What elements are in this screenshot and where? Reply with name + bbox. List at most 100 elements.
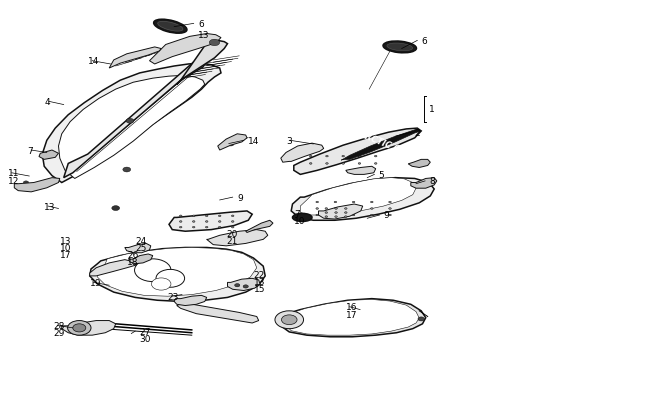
Circle shape	[389, 208, 391, 210]
Circle shape	[205, 227, 208, 228]
Circle shape	[231, 227, 234, 228]
Text: 22: 22	[254, 270, 265, 279]
Text: 20: 20	[226, 230, 238, 239]
Circle shape	[326, 156, 328, 158]
Circle shape	[344, 208, 347, 210]
Text: 13: 13	[60, 237, 72, 245]
Circle shape	[326, 163, 328, 165]
Circle shape	[334, 215, 337, 216]
Circle shape	[344, 212, 347, 214]
Circle shape	[334, 208, 337, 210]
Text: 9: 9	[384, 211, 389, 220]
Circle shape	[151, 278, 171, 290]
Text: 17: 17	[60, 250, 72, 259]
Circle shape	[352, 215, 355, 216]
Circle shape	[335, 216, 337, 218]
Circle shape	[389, 215, 391, 216]
Ellipse shape	[158, 22, 183, 32]
Polygon shape	[281, 144, 324, 163]
Circle shape	[325, 216, 328, 218]
Circle shape	[334, 202, 337, 203]
Text: 3: 3	[286, 136, 292, 145]
Polygon shape	[318, 205, 363, 220]
Text: ARCTIC CAT: ARCTIC CAT	[358, 130, 412, 158]
Polygon shape	[174, 296, 207, 306]
Polygon shape	[169, 211, 252, 232]
Circle shape	[243, 285, 248, 288]
Text: 30: 30	[140, 334, 151, 343]
Circle shape	[325, 212, 328, 214]
Polygon shape	[39, 151, 58, 160]
Text: 11: 11	[8, 169, 20, 178]
Circle shape	[342, 163, 345, 165]
Text: 23: 23	[168, 292, 179, 301]
Text: 13: 13	[198, 31, 210, 40]
Polygon shape	[207, 230, 268, 246]
Text: 12: 12	[8, 177, 20, 186]
Circle shape	[281, 315, 297, 325]
Text: 7: 7	[294, 209, 300, 218]
Circle shape	[335, 208, 337, 210]
Circle shape	[316, 215, 318, 216]
Circle shape	[227, 143, 234, 147]
Circle shape	[325, 208, 328, 210]
Text: 15: 15	[254, 284, 265, 293]
Circle shape	[179, 221, 182, 223]
Circle shape	[309, 163, 312, 165]
Polygon shape	[125, 244, 151, 253]
Polygon shape	[62, 321, 116, 335]
Text: 6: 6	[198, 20, 204, 29]
Text: 4: 4	[44, 98, 50, 107]
Text: 2: 2	[415, 128, 421, 137]
Text: 21: 21	[226, 237, 238, 245]
Polygon shape	[294, 129, 421, 175]
Circle shape	[156, 270, 185, 288]
Circle shape	[418, 317, 424, 321]
Text: 1: 1	[429, 105, 435, 114]
Circle shape	[370, 202, 373, 203]
Circle shape	[370, 208, 373, 210]
Ellipse shape	[383, 42, 417, 54]
Circle shape	[275, 311, 304, 329]
Polygon shape	[90, 248, 265, 302]
Circle shape	[205, 221, 208, 223]
Polygon shape	[227, 279, 260, 291]
Text: 13: 13	[44, 202, 56, 211]
Text: 8: 8	[429, 177, 435, 186]
Circle shape	[209, 40, 220, 47]
Text: 26: 26	[127, 250, 139, 259]
Polygon shape	[90, 260, 136, 276]
Polygon shape	[341, 130, 421, 161]
Polygon shape	[129, 254, 153, 264]
Circle shape	[23, 181, 29, 185]
Circle shape	[316, 208, 318, 210]
Circle shape	[68, 321, 91, 335]
Circle shape	[192, 215, 195, 217]
Circle shape	[389, 202, 391, 203]
Polygon shape	[411, 178, 437, 189]
Circle shape	[370, 215, 373, 216]
Polygon shape	[177, 303, 259, 323]
Text: 5: 5	[378, 171, 384, 179]
Circle shape	[344, 216, 347, 218]
Text: 25: 25	[135, 243, 146, 252]
Polygon shape	[58, 76, 205, 179]
Circle shape	[112, 206, 120, 211]
Polygon shape	[177, 41, 228, 85]
Circle shape	[126, 119, 134, 124]
Polygon shape	[346, 167, 376, 175]
Circle shape	[352, 208, 355, 210]
Ellipse shape	[292, 214, 312, 222]
Text: 14: 14	[248, 136, 260, 145]
Circle shape	[374, 163, 377, 165]
Circle shape	[218, 221, 221, 223]
Polygon shape	[218, 134, 247, 151]
Text: 10: 10	[60, 243, 72, 252]
Circle shape	[179, 215, 182, 217]
Polygon shape	[64, 63, 205, 178]
Text: 19: 19	[90, 278, 101, 287]
Polygon shape	[291, 178, 434, 221]
Circle shape	[231, 221, 234, 223]
Polygon shape	[150, 34, 221, 65]
Circle shape	[335, 212, 337, 214]
